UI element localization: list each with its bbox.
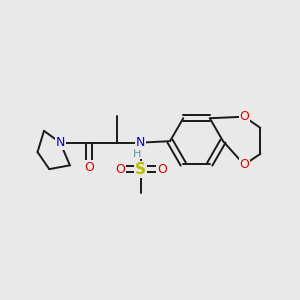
Text: O: O (157, 163, 167, 176)
Text: S: S (135, 162, 146, 177)
Text: O: O (239, 110, 249, 123)
Text: O: O (115, 163, 125, 176)
Text: H: H (133, 148, 141, 158)
Text: N: N (56, 136, 65, 149)
Text: O: O (84, 161, 94, 174)
Text: O: O (239, 158, 249, 171)
Text: N: N (136, 136, 145, 149)
